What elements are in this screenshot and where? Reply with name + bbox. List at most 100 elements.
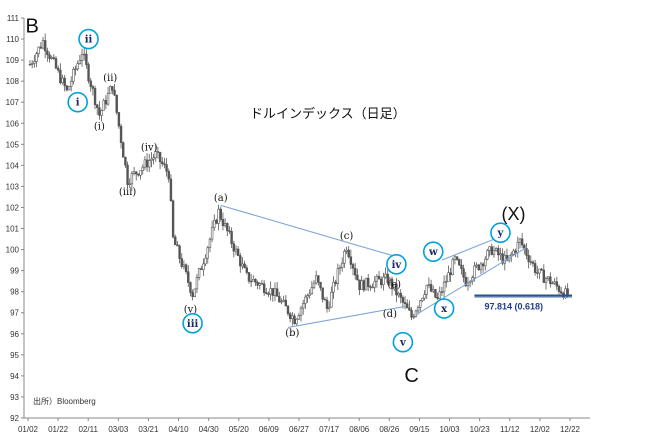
candle-body <box>61 77 64 84</box>
candle-body <box>52 57 56 59</box>
candle-body <box>490 246 493 255</box>
circled-wave-label: i <box>76 98 80 109</box>
candle-body <box>239 255 242 267</box>
x-tick-label: 03/03 <box>108 425 129 434</box>
candle-body <box>436 297 439 299</box>
wave-label: (iii) <box>119 187 136 198</box>
circled-wave-marker <box>182 312 203 334</box>
candle-body <box>386 273 389 284</box>
candle-body <box>56 67 60 71</box>
candle-body <box>102 100 105 111</box>
candle-body <box>514 250 517 253</box>
candle-body <box>419 300 422 308</box>
candle-body <box>80 54 84 61</box>
candle-body <box>33 61 36 64</box>
y-axis: 92 93 94 95 96 97 98 99 100 101 102 103 104 105 106 107… <box>6 14 25 423</box>
candle-body <box>200 268 203 270</box>
candle-body <box>54 58 58 69</box>
y-tick-label: 101 <box>6 225 20 234</box>
candle-body <box>484 258 487 267</box>
candle-body <box>345 249 348 252</box>
candle-body <box>403 302 407 305</box>
circled-wave-label: y <box>497 228 505 239</box>
candle-body <box>291 315 294 320</box>
candle-body <box>531 261 535 264</box>
candle-body <box>171 200 175 238</box>
candle-body <box>546 276 550 279</box>
candle-body <box>228 230 231 232</box>
candle-body <box>445 281 448 283</box>
candle-body <box>347 249 350 258</box>
candle-body <box>425 284 428 295</box>
candle-body <box>202 263 205 270</box>
candle-body <box>321 287 324 300</box>
candle-body <box>416 306 420 312</box>
candle-body <box>278 296 281 303</box>
x-tick-label: 07/17 <box>319 425 340 434</box>
candle-body <box>301 303 305 309</box>
candle-body <box>492 250 496 255</box>
circled-wave-label: iv <box>392 260 403 271</box>
candle-body <box>165 164 168 172</box>
candle-body <box>59 69 62 84</box>
candle-body <box>260 283 264 285</box>
circled-wave-label: x <box>441 304 448 315</box>
y-tick-label: 92 <box>10 414 19 423</box>
y-tick-label: 108 <box>6 77 20 86</box>
candle-body <box>96 104 99 108</box>
circled-wave-marker <box>422 241 444 262</box>
candle-body <box>284 299 288 307</box>
candle-body <box>382 276 385 286</box>
candle-body <box>249 280 253 283</box>
wave-label: (d) <box>383 309 397 320</box>
candle-body <box>401 297 405 303</box>
candle-body <box>208 238 212 248</box>
candle-body <box>176 244 179 247</box>
candle-body <box>340 262 344 268</box>
wave-label: (b) <box>285 328 299 339</box>
candle-body <box>115 94 118 113</box>
y-tick-label: 110 <box>6 35 19 44</box>
x-tick-label: 03/21 <box>138 425 159 434</box>
candle-body <box>319 282 322 289</box>
candle-body <box>377 275 381 280</box>
candle-body <box>314 275 318 284</box>
candle-body <box>399 292 402 298</box>
candle-body <box>447 272 450 282</box>
y-tick-label: 97 <box>10 309 19 318</box>
candle-body <box>351 264 355 269</box>
candle-body <box>380 278 383 286</box>
candle-body <box>429 284 433 292</box>
candle-body <box>158 152 162 163</box>
candle-body <box>215 219 218 224</box>
candle-body <box>477 264 480 271</box>
y-tick-label: 109 <box>6 56 20 65</box>
candle-body <box>148 160 151 168</box>
candle-body <box>518 238 522 243</box>
y-tick-label: 100 <box>6 246 20 255</box>
candle-body <box>223 223 227 226</box>
candle-body <box>434 289 437 298</box>
candle-body <box>219 208 222 220</box>
candle-body <box>557 285 561 292</box>
candle-body <box>78 60 82 64</box>
wave-label: (ii) <box>103 73 117 84</box>
circled-wave-label: w <box>428 247 438 258</box>
candle-body <box>501 253 504 264</box>
candle-body <box>217 208 220 224</box>
candle-body <box>551 282 554 285</box>
candle-body <box>393 283 396 290</box>
candle-body <box>412 316 415 318</box>
candle-body <box>256 281 259 286</box>
candle-body <box>189 282 192 293</box>
wave-major-label: C <box>404 365 418 387</box>
candle-body <box>232 243 235 252</box>
candle-body <box>432 289 435 292</box>
candle-body <box>154 151 157 159</box>
candle-body <box>499 253 502 256</box>
candle-body <box>390 278 394 290</box>
candle-body <box>544 278 548 283</box>
circled-wave-marker <box>490 222 511 244</box>
candle-body <box>421 297 424 302</box>
y-tick-label: 102 <box>6 203 20 212</box>
